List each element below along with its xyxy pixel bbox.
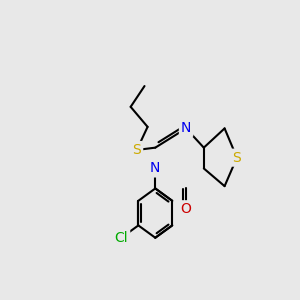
Text: N: N — [181, 122, 191, 135]
Text: N: N — [150, 161, 160, 176]
Text: S: S — [232, 151, 241, 165]
Text: Cl: Cl — [115, 231, 128, 245]
Text: O: O — [181, 202, 191, 216]
Text: S: S — [132, 143, 141, 157]
